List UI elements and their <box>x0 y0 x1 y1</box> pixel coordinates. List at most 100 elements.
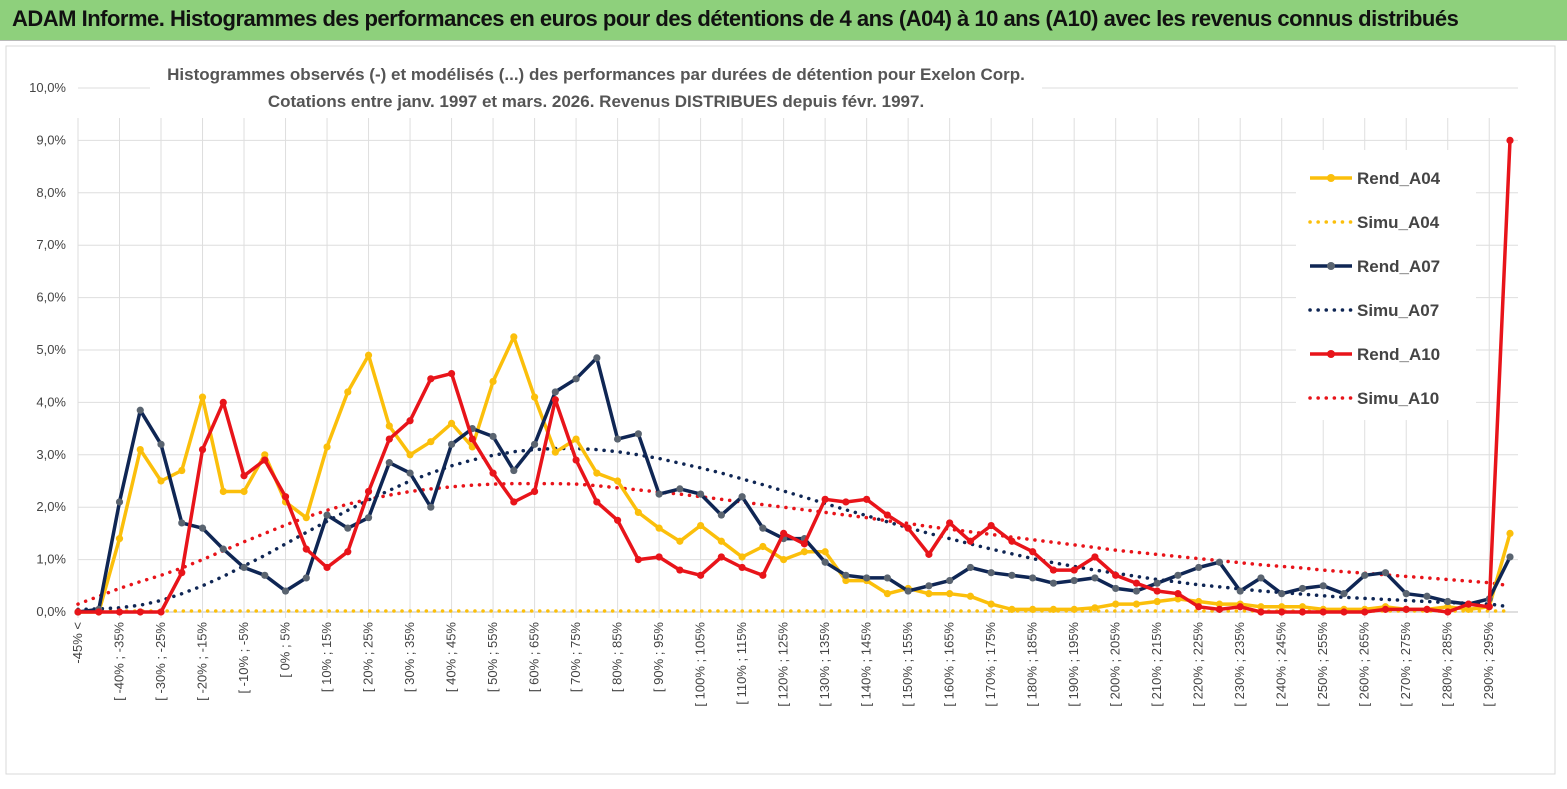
data-point <box>1278 603 1286 611</box>
data-point <box>1029 605 1037 613</box>
data-point <box>613 435 622 443</box>
data-point <box>1444 608 1452 616</box>
y-tick-label: 3,0% <box>36 447 66 462</box>
data-point <box>1091 574 1099 582</box>
data-point <box>115 608 124 616</box>
data-point <box>676 566 684 574</box>
x-tick-label: [ 210% ; 215% <box>1149 622 1164 707</box>
y-tick-label: 7,0% <box>36 237 66 252</box>
x-tick-label: [ 260% ; 265% <box>1357 622 1372 707</box>
data-point <box>1278 608 1286 616</box>
data-point <box>1340 608 1348 616</box>
data-point <box>987 569 995 577</box>
data-point <box>551 388 559 396</box>
y-tick-label: 1,0% <box>36 552 66 567</box>
data-point <box>1402 590 1410 598</box>
data-point <box>406 451 414 459</box>
data-point <box>530 487 539 496</box>
x-tick-label: [ 40% ; 45% <box>444 622 459 693</box>
data-point <box>385 459 393 467</box>
data-point <box>759 571 767 579</box>
data-point <box>1506 553 1514 561</box>
data-point <box>198 445 207 454</box>
legend-marker <box>1327 350 1335 358</box>
data-point <box>946 576 954 585</box>
series-layer <box>74 136 1514 616</box>
series-line-simu-a10 <box>76 481 1512 606</box>
x-tick-label: [ 180% ; 185% <box>1025 622 1040 707</box>
data-point <box>1215 600 1224 608</box>
data-point <box>219 545 227 553</box>
legend-label: Rend_A07 <box>1357 257 1440 276</box>
data-point <box>1361 608 1369 616</box>
data-point <box>883 511 891 519</box>
data-point <box>385 435 393 443</box>
data-point <box>1008 605 1016 613</box>
series-line-simu-a07 <box>76 446 1512 612</box>
data-point <box>676 485 684 493</box>
data-point <box>344 388 352 396</box>
data-point <box>406 417 414 425</box>
data-point <box>842 498 850 506</box>
data-point <box>1236 603 1244 611</box>
x-tick-label: [ 230% ; 235% <box>1232 622 1247 707</box>
data-point <box>178 569 186 577</box>
data-point <box>1444 597 1452 606</box>
data-point <box>115 535 124 543</box>
data-point <box>634 556 642 564</box>
data-point <box>1029 548 1037 556</box>
data-point <box>572 435 580 443</box>
data-point <box>489 432 497 441</box>
data-point <box>510 466 518 475</box>
x-tick-label: [ 160% ; 165% <box>942 622 957 707</box>
data-point <box>1195 597 1203 606</box>
data-point <box>925 582 933 590</box>
data-point <box>1215 605 1224 613</box>
data-point <box>904 524 912 532</box>
chart-subtitle: Cotations entre janv. 1997 et mars. 2026… <box>268 92 924 111</box>
x-tick-label: [ -40% ; -35% <box>112 622 127 701</box>
data-point <box>821 548 829 556</box>
y-tick-label: 6,0% <box>36 290 66 305</box>
data-point <box>780 556 788 564</box>
data-point <box>966 592 975 600</box>
data-point <box>198 393 207 401</box>
legend-label: Simu_A10 <box>1357 389 1439 408</box>
x-tick-label: [ 290% ; 295% <box>1481 622 1496 707</box>
data-point <box>697 490 705 498</box>
data-point <box>1298 608 1307 616</box>
x-tick-label: [ 250% ; 255% <box>1315 622 1330 707</box>
y-tick-label: 10,0% <box>29 80 66 95</box>
data-point <box>178 466 186 475</box>
data-point <box>489 377 497 386</box>
x-tick-label: [ 270% ; 275% <box>1398 622 1413 707</box>
data-point <box>800 540 808 548</box>
data-point <box>1278 590 1286 598</box>
data-point <box>447 440 456 448</box>
data-point <box>157 440 165 448</box>
data-point <box>364 514 373 522</box>
data-point <box>219 398 227 406</box>
data-point <box>821 495 829 503</box>
data-point <box>240 563 248 572</box>
data-point <box>634 508 642 517</box>
x-tick-label: [ -20% ; -15% <box>195 622 210 701</box>
data-point <box>634 430 642 438</box>
data-point <box>780 529 788 538</box>
data-point <box>593 498 601 506</box>
data-point <box>1008 571 1016 579</box>
data-point <box>1257 608 1265 616</box>
data-point <box>1070 605 1078 613</box>
x-tick-label: [ 130% ; 135% <box>817 622 832 707</box>
x-tick-label: [ 110% ; 115% <box>734 622 749 705</box>
legend-label: Simu_A07 <box>1357 301 1439 320</box>
x-tick-label: [ 0% ; 5% <box>278 622 293 678</box>
data-point <box>1361 571 1369 579</box>
x-tick-label: [ 220% ; 225% <box>1191 622 1206 707</box>
data-point <box>572 456 580 464</box>
report-title: ADAM Informe. Histogrammes des performan… <box>12 6 1459 31</box>
data-point <box>593 469 601 477</box>
data-point <box>468 435 476 443</box>
data-point <box>385 422 393 430</box>
data-point <box>198 524 207 532</box>
